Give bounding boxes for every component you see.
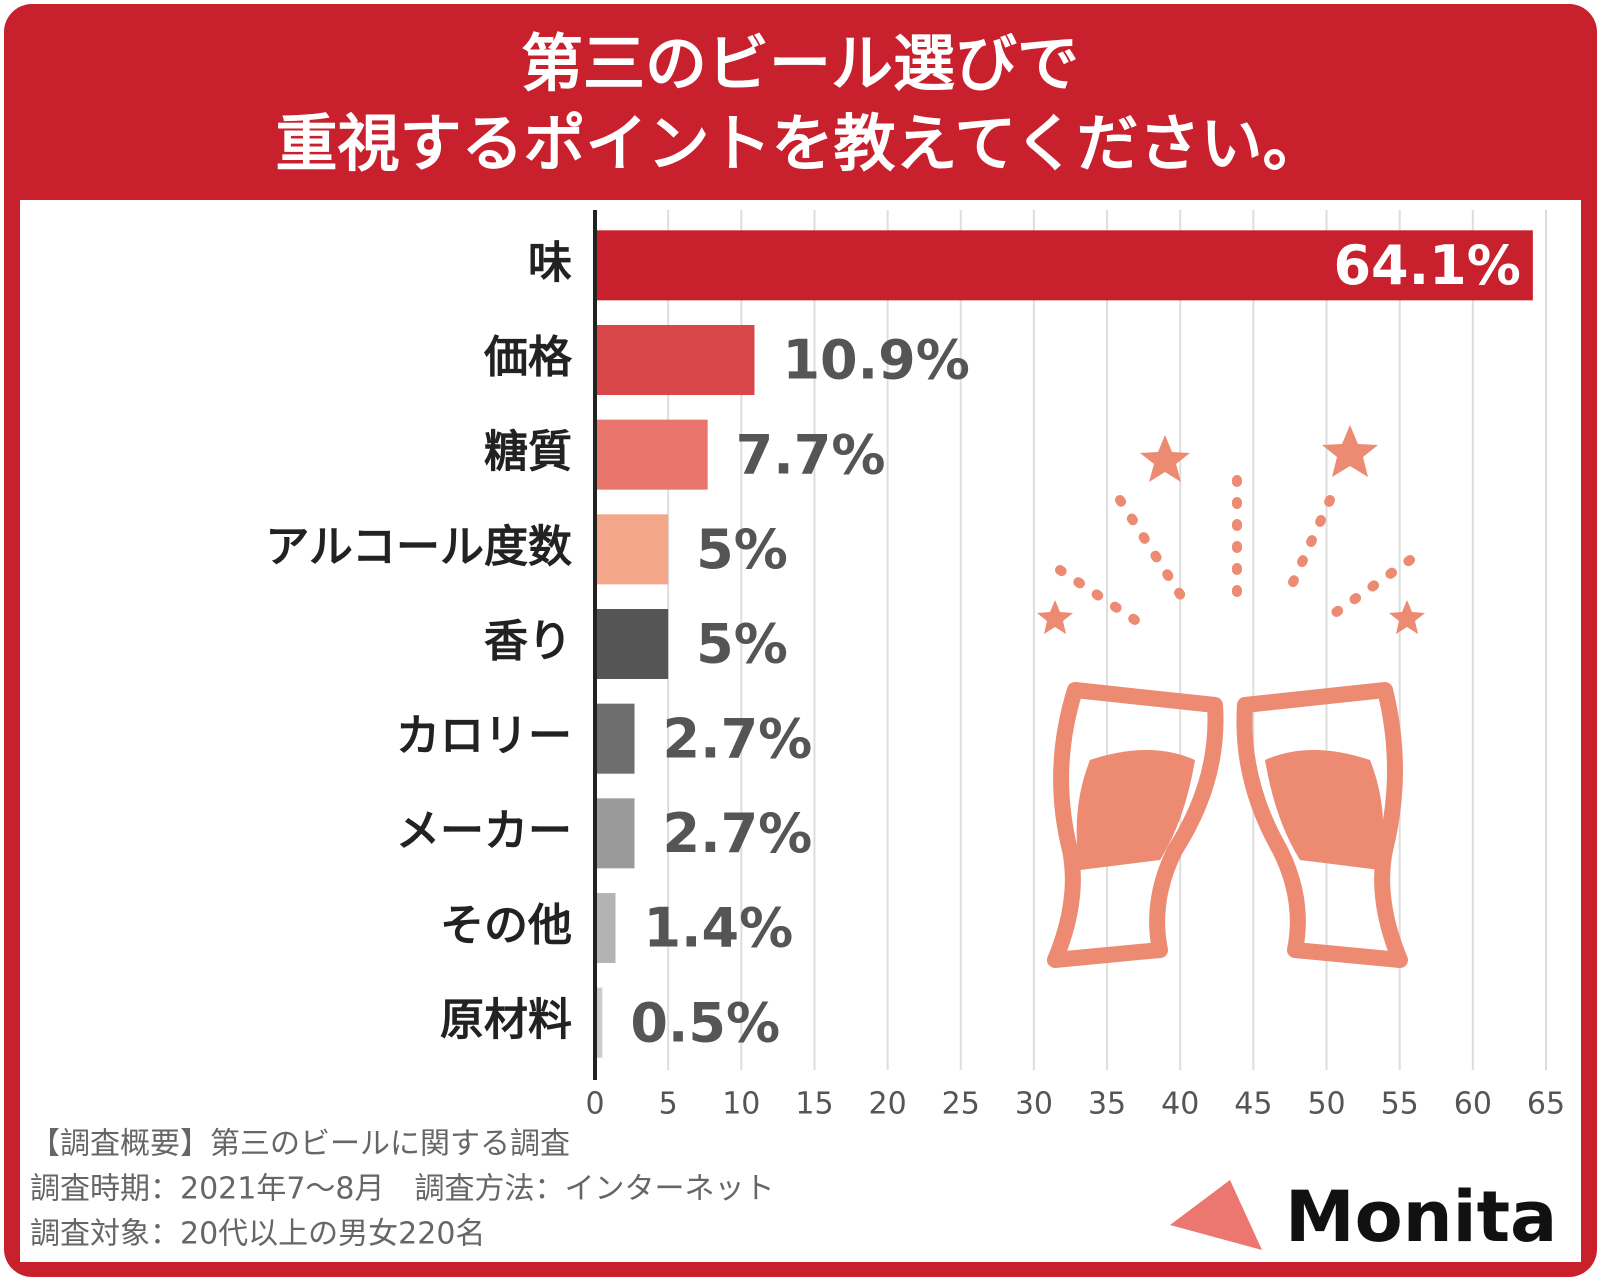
beer — [1076, 750, 1195, 870]
y-tick-label: 味 — [528, 237, 572, 288]
chart-title: 第三のビール選びで — [521, 27, 1079, 100]
beer-illustration — [1037, 425, 1425, 968]
bar — [595, 419, 708, 490]
spark — [1320, 555, 1415, 625]
beer — [1265, 750, 1384, 870]
spark — [1280, 495, 1335, 605]
y-tick-label: 糖質 — [484, 427, 572, 478]
x-tick-label: 30 — [1015, 1087, 1053, 1122]
bar — [595, 987, 603, 1058]
star — [1389, 600, 1425, 634]
glass — [1047, 682, 1224, 968]
bar — [595, 893, 616, 963]
value-label: 1.4% — [643, 897, 793, 960]
star — [1140, 435, 1190, 482]
bar — [595, 703, 635, 774]
spark — [1115, 495, 1195, 615]
footnote: 調査時期：2021年7～8月 調査方法：インターネット — [30, 1172, 775, 1207]
y-tick-label: 香り — [484, 616, 572, 667]
bar — [595, 798, 635, 869]
x-tick-label: 40 — [1161, 1087, 1199, 1122]
x-tick-label: 50 — [1307, 1087, 1345, 1122]
value-label: 10.9% — [782, 329, 969, 392]
value-label: 2.7% — [663, 707, 813, 770]
plot-panel — [20, 200, 1581, 1262]
brand: Monita — [1285, 1176, 1557, 1258]
x-tick-label: 55 — [1381, 1087, 1419, 1122]
value-label: 0.5% — [630, 991, 780, 1054]
y-tick-label: 価格 — [483, 332, 573, 383]
y-tick-label: メーカー — [396, 805, 572, 856]
star — [1322, 425, 1378, 477]
y-tick-label: 原材料 — [440, 995, 572, 1046]
footnote: 【調査概要】第三のビールに関する調査 — [30, 1127, 570, 1162]
x-tick-label: 5 — [659, 1087, 678, 1122]
x-tick-label: 10 — [722, 1087, 760, 1122]
x-tick-label: 25 — [942, 1087, 980, 1122]
value-label: 5% — [696, 518, 788, 581]
glass — [1236, 682, 1408, 968]
value-label: 64.1% — [1333, 234, 1520, 297]
bar — [595, 230, 1533, 301]
value-label: 2.7% — [663, 802, 813, 865]
y-tick-label: アルコール度数 — [265, 521, 572, 572]
bar — [595, 514, 669, 585]
x-tick-label: 15 — [795, 1087, 833, 1122]
x-tick-label: 0 — [585, 1087, 604, 1122]
chart-title: 重視するポイントを教えてください。 — [275, 107, 1324, 180]
star — [1037, 600, 1073, 634]
bar — [595, 325, 755, 395]
y-tick-label: その他 — [440, 900, 572, 951]
x-tick-label: 60 — [1454, 1087, 1492, 1122]
x-tick-label: 65 — [1527, 1087, 1565, 1122]
footnote: 調査対象：20代以上の男女220名 — [30, 1217, 485, 1252]
logo-mark — [1170, 1180, 1262, 1250]
y-tick-label: カロリー — [396, 711, 572, 762]
x-tick-label: 35 — [1088, 1087, 1126, 1122]
bar — [595, 609, 669, 679]
x-tick-label: 45 — [1234, 1087, 1272, 1122]
x-tick-label: 20 — [869, 1087, 907, 1122]
value-label: 7.7% — [736, 423, 886, 486]
value-label: 5% — [696, 613, 788, 676]
spark — [1055, 565, 1140, 625]
